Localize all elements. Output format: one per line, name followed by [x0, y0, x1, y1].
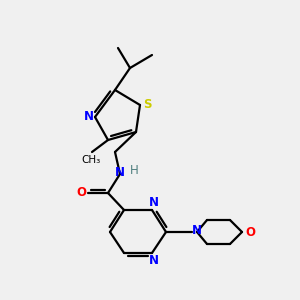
Text: O: O [245, 226, 255, 238]
Text: N: N [149, 196, 159, 208]
Text: O: O [76, 187, 86, 200]
Text: N: N [84, 110, 94, 122]
Text: N: N [192, 224, 202, 238]
Text: H: H [130, 164, 138, 178]
Text: CH₃: CH₃ [81, 155, 101, 165]
Text: N: N [149, 254, 159, 268]
Text: S: S [143, 98, 151, 110]
Text: N: N [115, 167, 125, 179]
